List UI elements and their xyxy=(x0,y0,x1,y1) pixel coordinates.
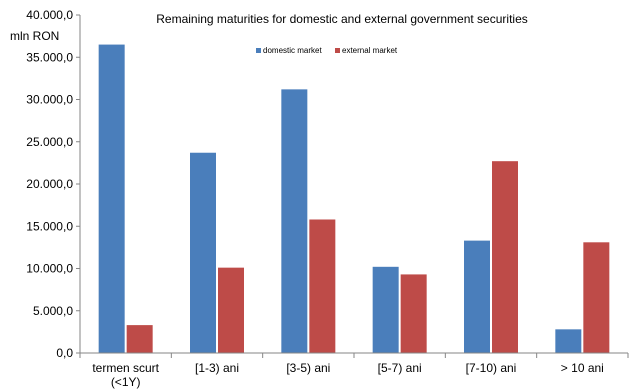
bar-domestic-1 xyxy=(190,152,216,353)
legend-label-domestic: domestic market xyxy=(263,46,322,55)
x-axis-ticks xyxy=(79,353,629,358)
x-category-label: [3-5) ani xyxy=(286,361,330,375)
y-tick-label: 10.000,0 xyxy=(26,262,73,276)
y-tick-label: 15.000,0 xyxy=(26,219,73,233)
bars xyxy=(98,44,610,354)
x-category-label: > 10 ani xyxy=(561,361,604,375)
x-category-label: [7-10) ani xyxy=(466,361,517,375)
bar-external-4 xyxy=(492,161,518,353)
x-category-label: termen scurt (<1Y) xyxy=(92,361,159,389)
bar-external-2 xyxy=(309,219,336,353)
y-tick-label: 20.000,0 xyxy=(26,177,73,191)
legend: domestic market external market xyxy=(256,46,398,55)
bar-external-3 xyxy=(400,274,427,353)
y-tick-label: 30.000,0 xyxy=(26,93,73,107)
bar-domestic-5 xyxy=(555,329,582,353)
bar-external-0 xyxy=(126,325,153,353)
y-axis-ticks: 0,0 5.000,0 10.000,0 15.000,0 20.000,0 25.000… xyxy=(26,8,80,360)
x-category-label: [1-3) ani xyxy=(195,361,239,375)
bar-external-1 xyxy=(218,267,244,353)
legend-label-external: external market xyxy=(342,46,398,55)
y-axis-unit-label: mln RON xyxy=(10,29,59,43)
legend-swatch-external xyxy=(335,48,340,53)
bar-domestic-0 xyxy=(98,44,125,353)
y-tick-label: 0,0 xyxy=(56,346,73,360)
bar-domestic-3 xyxy=(372,266,399,353)
x-axis-category-labels: termen scurt (<1Y) [1-3) ani [3-5) ani [5-7)… xyxy=(92,361,604,389)
bar-domestic-4 xyxy=(464,240,490,353)
bar-external-5 xyxy=(583,242,610,353)
x-category-label: [5-7) ani xyxy=(378,361,422,375)
y-tick-label: 5.000,0 xyxy=(33,304,73,318)
y-tick-label: 35.000,0 xyxy=(26,50,73,64)
y-tick-label: 25.000,0 xyxy=(26,135,73,149)
chart-title: Remaining maturities for domestic and ex… xyxy=(156,12,528,26)
bar-domestic-2 xyxy=(281,89,308,354)
y-tick-label: 40.000,0 xyxy=(26,8,73,22)
legend-swatch-domestic xyxy=(256,48,261,53)
